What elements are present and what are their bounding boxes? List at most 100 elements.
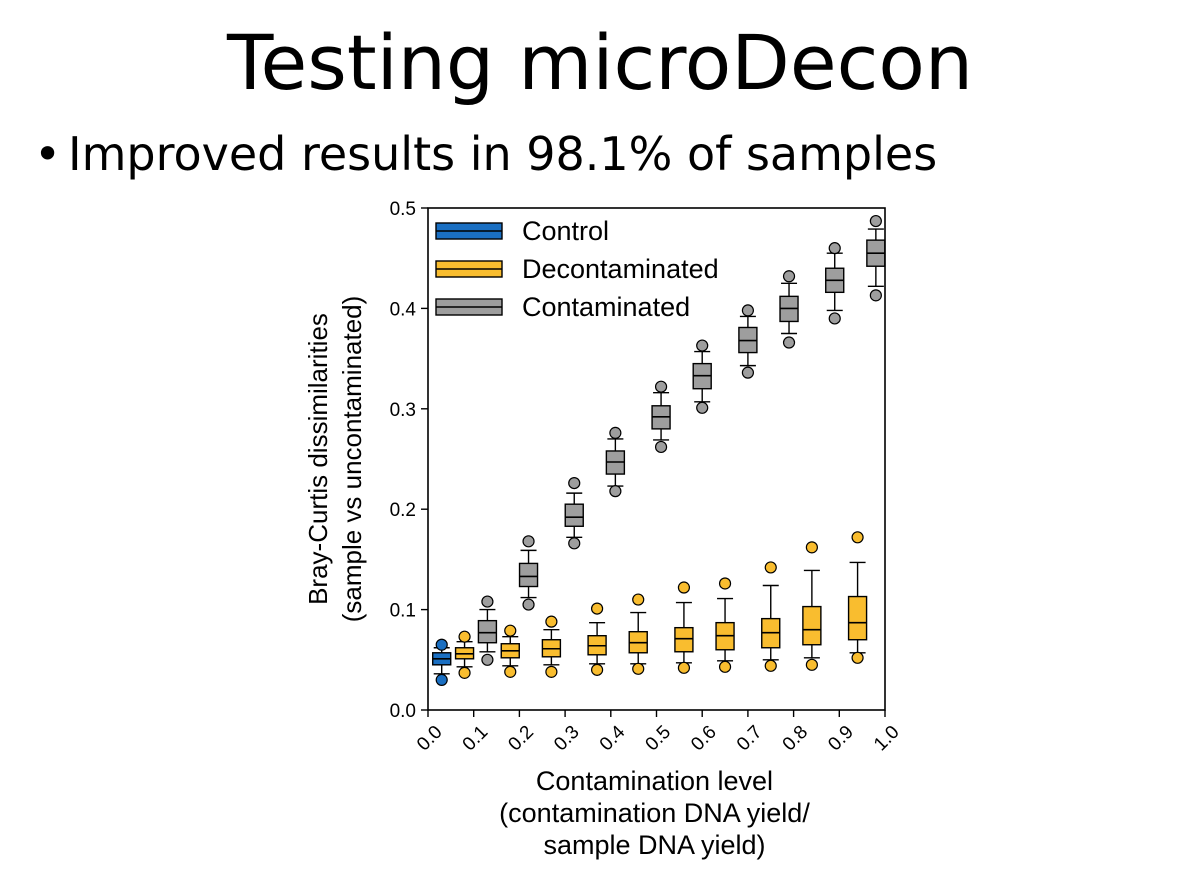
outlier-point	[522, 598, 535, 611]
outlier-point	[590, 663, 604, 676]
outlier-point	[696, 339, 709, 352]
outlier-point	[805, 658, 818, 671]
box-iqr	[518, 562, 539, 588]
outlier-point	[782, 270, 796, 283]
outlier-point	[458, 666, 471, 679]
outlier-point	[609, 485, 622, 498]
legend-label: Contaminated	[522, 292, 690, 322]
box-iqr	[847, 595, 868, 641]
outlier-point	[435, 673, 448, 686]
outlier-point	[632, 662, 645, 675]
outlier-point	[481, 595, 494, 608]
decontaminated-box	[802, 541, 822, 671]
outlier-point	[828, 312, 841, 325]
y-tick-label: 0.3	[390, 400, 416, 421]
outlier-point	[741, 366, 755, 379]
outlier-point	[568, 476, 581, 490]
contaminated-box	[605, 426, 626, 498]
outlier-point	[654, 380, 668, 393]
y-axis-label-line1: Bray-Curtis dissimilarities	[303, 313, 333, 605]
box-iqr	[674, 626, 694, 653]
outlier-point	[522, 535, 535, 548]
decontaminated-box	[628, 593, 648, 675]
y-tick-label: 0.2	[390, 500, 416, 521]
x-tick-label: 0.3	[550, 722, 584, 756]
box-iqr	[564, 503, 584, 527]
y-axis-label-line2: (sample vs uncontaminated)	[337, 296, 367, 623]
chart-legend: Control Decontaminated Contaminated	[435, 216, 719, 322]
contaminated-box	[564, 476, 584, 550]
outlier-point	[718, 660, 732, 673]
decontaminated-box	[454, 630, 475, 679]
x-tick-label: 0.0	[413, 722, 447, 756]
outlier-point	[718, 577, 732, 590]
outlier-point	[782, 336, 796, 349]
x-tick-label: 0.5	[642, 722, 676, 756]
decontaminated-box	[541, 615, 562, 678]
legend-item-decontaminated: Decontaminated	[435, 254, 719, 284]
outlier-point	[435, 638, 448, 651]
x-tick-label: 0.8	[779, 722, 813, 756]
outlier-point	[654, 440, 668, 454]
outlier-point	[609, 426, 622, 439]
x-tick-label: 0.6	[687, 722, 721, 756]
outlier-point	[851, 531, 864, 544]
decontaminated-box	[847, 531, 868, 664]
decontaminated-box	[587, 602, 607, 676]
control-box	[432, 638, 452, 686]
outlier-point	[545, 665, 558, 678]
outlier-point	[764, 561, 777, 574]
legend-item-control: Control	[435, 216, 609, 246]
plot-area	[432, 214, 886, 686]
bullet-text: Improved results in 98.1% of samples	[68, 127, 938, 181]
box-iqr	[802, 605, 822, 646]
outlier-point	[504, 624, 517, 637]
decontaminated-box	[761, 561, 781, 672]
outlier-point	[805, 541, 818, 554]
x-tick-label: 0.2	[504, 722, 538, 756]
y-tick-label: 0.1	[390, 601, 416, 622]
outlier-point	[869, 289, 882, 302]
outlier-point	[677, 581, 691, 594]
contaminated-box	[738, 304, 758, 379]
chart-axes: 0.0 0.1 0.2 0.3 0.4 0.5 0.0 0.1 0.2 0.3 0.4 0.5 0.6 0…	[303, 199, 904, 860]
contaminated-box	[477, 595, 498, 666]
decontaminated-box	[715, 577, 735, 673]
y-tick-label: 0.4	[390, 299, 417, 320]
outlier-point	[851, 651, 864, 664]
outlier-point	[481, 653, 494, 666]
outlier-point	[677, 661, 691, 674]
outlier-point	[590, 602, 604, 615]
x-axis-label-line2: (contamination DNA yield/	[499, 798, 810, 828]
contaminated-box	[518, 535, 539, 611]
x-tick-label: 0.7	[733, 722, 767, 756]
contaminated-box	[651, 380, 671, 454]
box-iqr	[477, 619, 498, 644]
contaminated-box	[779, 270, 799, 349]
outlier-point	[458, 630, 471, 643]
outlier-point	[764, 659, 777, 672]
bullet-item: • Improved results in 98.1% of samples	[34, 124, 937, 184]
x-tick-label: 0.9	[824, 722, 858, 756]
legend-label: Decontaminated	[522, 254, 719, 284]
slide-title: Testing microDecon	[226, 18, 974, 107]
outlier-point	[741, 304, 755, 317]
x-axis-label-line3: sample DNA yield)	[543, 830, 765, 860]
bullet-symbol: •	[34, 127, 62, 181]
legend-label: Control	[522, 216, 609, 246]
contaminated-box	[866, 214, 886, 302]
outlier-point	[545, 615, 558, 628]
y-tick-label: 0.5	[390, 199, 416, 220]
outlier-point	[568, 537, 581, 550]
decontaminated-box	[500, 624, 520, 678]
contaminated-box	[692, 339, 712, 414]
outlier-point	[869, 214, 882, 228]
outlier-point	[504, 665, 517, 678]
y-tick-label: 0.0	[390, 701, 416, 722]
decontaminated-box	[674, 581, 694, 674]
legend-item-contaminated: Contaminated	[435, 292, 690, 322]
x-axis-label-line1: Contamination level	[536, 766, 773, 796]
outlier-point	[828, 242, 841, 255]
